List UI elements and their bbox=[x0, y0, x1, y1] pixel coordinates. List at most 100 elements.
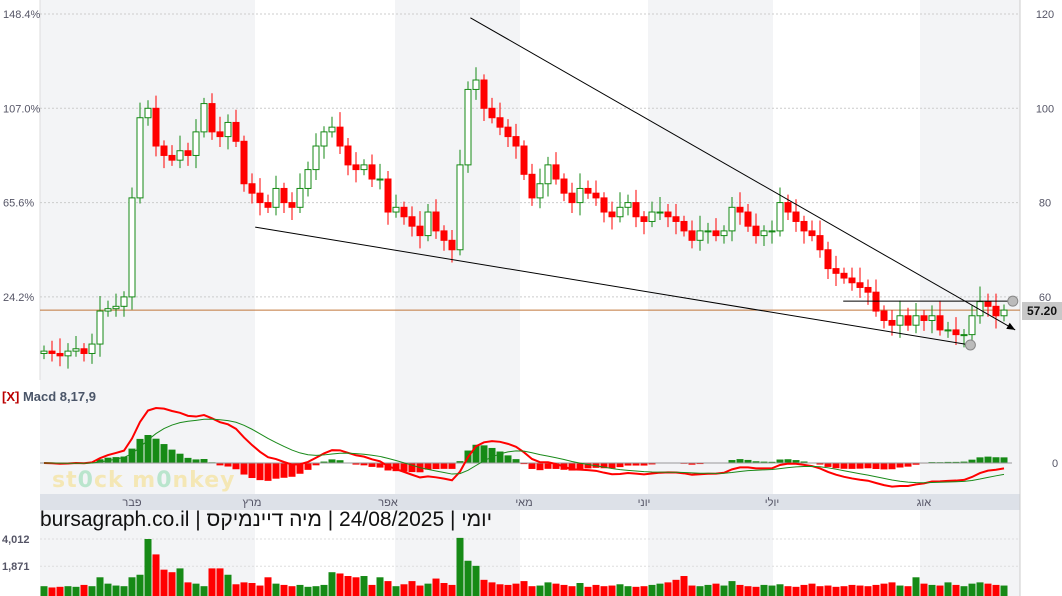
macd-histogram-bar bbox=[360, 463, 368, 466]
macd-histogram-bar bbox=[992, 457, 1000, 463]
volume-bar bbox=[256, 585, 264, 596]
candle-up bbox=[760, 230, 768, 237]
left-axis-tick: 148.4% bbox=[3, 9, 41, 21]
volume-bar bbox=[656, 583, 664, 596]
candle-down bbox=[984, 301, 992, 307]
candle-down bbox=[808, 230, 816, 237]
candle-up bbox=[72, 348, 80, 352]
volume-bar bbox=[992, 584, 1000, 596]
macd-histogram-bar bbox=[176, 453, 184, 463]
volume-bar bbox=[192, 583, 200, 596]
candle-up bbox=[704, 230, 712, 233]
volume-bar bbox=[984, 583, 992, 596]
macd-line bbox=[43, 406, 1005, 488]
volume-bar bbox=[736, 584, 744, 596]
volume-axis-tick: 4,012 bbox=[2, 534, 30, 546]
macd-histogram-bar bbox=[824, 463, 832, 467]
volume-bar bbox=[160, 569, 168, 596]
left-axis-tick: 24.2% bbox=[3, 292, 34, 304]
volume-bar bbox=[616, 584, 624, 596]
macd-histogram-bar bbox=[288, 463, 296, 477]
macd-histogram-bar bbox=[584, 463, 592, 469]
volume-bar bbox=[960, 586, 968, 596]
macd-histogram-bar bbox=[152, 438, 160, 463]
candle-down bbox=[416, 225, 424, 237]
candle-down bbox=[80, 348, 88, 354]
volume-bar bbox=[320, 584, 328, 596]
candle-up bbox=[544, 164, 552, 185]
candle-down bbox=[168, 154, 176, 161]
volume-bar bbox=[880, 583, 888, 596]
volume-bar bbox=[128, 577, 136, 596]
volume-bar bbox=[840, 586, 848, 596]
candle-down bbox=[800, 220, 808, 232]
trend-arrow-icon bbox=[1006, 322, 1016, 330]
volume-bar bbox=[664, 582, 672, 596]
macd-histogram-bar bbox=[696, 463, 704, 465]
macd-histogram-bar bbox=[568, 463, 576, 471]
candle-up bbox=[456, 164, 464, 251]
volume-bar bbox=[40, 586, 48, 596]
macd-zero-tick: 0 bbox=[1052, 458, 1058, 470]
macd-histogram-bar bbox=[528, 463, 536, 469]
volume-bar bbox=[912, 577, 920, 596]
volume-bar bbox=[168, 572, 176, 596]
macd-histogram-bar bbox=[840, 463, 848, 469]
candle-down bbox=[840, 272, 848, 279]
candle-up bbox=[464, 88, 472, 166]
macd-histogram-bar bbox=[944, 461, 952, 463]
macd-histogram-bar bbox=[576, 463, 584, 470]
macd-histogram-bar bbox=[800, 461, 808, 463]
macd-histogram-bar bbox=[952, 461, 960, 463]
volume-bar bbox=[504, 584, 512, 596]
candle-down bbox=[232, 121, 240, 142]
volume-bar bbox=[704, 584, 712, 596]
macd-histogram-bar bbox=[192, 459, 200, 463]
volume-bar bbox=[456, 537, 464, 596]
volume-bar bbox=[368, 584, 376, 596]
candle-up bbox=[200, 103, 208, 133]
volume-bar bbox=[720, 585, 728, 596]
volume-bar bbox=[208, 568, 216, 596]
volume-bar bbox=[416, 585, 424, 596]
macd-close-button[interactable]: [X] bbox=[2, 389, 20, 404]
candle-down bbox=[832, 268, 840, 274]
volume-bar bbox=[400, 584, 408, 596]
candle-up bbox=[136, 117, 144, 199]
candle-up bbox=[472, 79, 480, 90]
candle-down bbox=[992, 305, 1000, 317]
macd-histogram-bar bbox=[512, 459, 520, 463]
macd-histogram-bar bbox=[752, 461, 760, 463]
macd-histogram-bar bbox=[912, 463, 920, 465]
macd-histogram-bar bbox=[440, 463, 448, 469]
candle-up bbox=[424, 211, 432, 237]
macd-histogram-bar bbox=[128, 448, 136, 463]
volume-bar bbox=[712, 583, 720, 596]
macd-histogram-bar bbox=[456, 461, 464, 463]
macd-histogram-bar bbox=[136, 438, 144, 463]
chart-footer-title: יומי | 24/08/2025 | מיה דיינמיקס | bursa… bbox=[40, 508, 493, 531]
macd-legend[interactable]: [X] Macd 8,17,9 bbox=[2, 389, 96, 404]
macd-histogram-bar bbox=[768, 461, 776, 463]
macd-histogram-bar bbox=[320, 461, 328, 463]
candle-down bbox=[816, 235, 824, 251]
volume-bar bbox=[312, 586, 320, 596]
macd-histogram-bar bbox=[552, 463, 560, 469]
macd-histogram-bar bbox=[368, 463, 376, 467]
candle-down bbox=[448, 239, 456, 251]
candle-down bbox=[440, 230, 448, 241]
candle-up bbox=[96, 310, 104, 345]
candle-down bbox=[632, 202, 640, 218]
volume-bar bbox=[944, 582, 952, 596]
candle-up bbox=[40, 350, 48, 354]
candle-down bbox=[600, 197, 608, 213]
macd-histogram-bar bbox=[160, 444, 168, 463]
trend-line bbox=[255, 226, 971, 346]
volume-bar bbox=[224, 574, 232, 596]
macd-histogram-bar bbox=[744, 459, 752, 463]
volume-bar bbox=[936, 585, 944, 596]
month-tick: פבר bbox=[122, 497, 141, 509]
candle-down bbox=[256, 192, 264, 204]
macd-histogram-bar bbox=[200, 459, 208, 463]
